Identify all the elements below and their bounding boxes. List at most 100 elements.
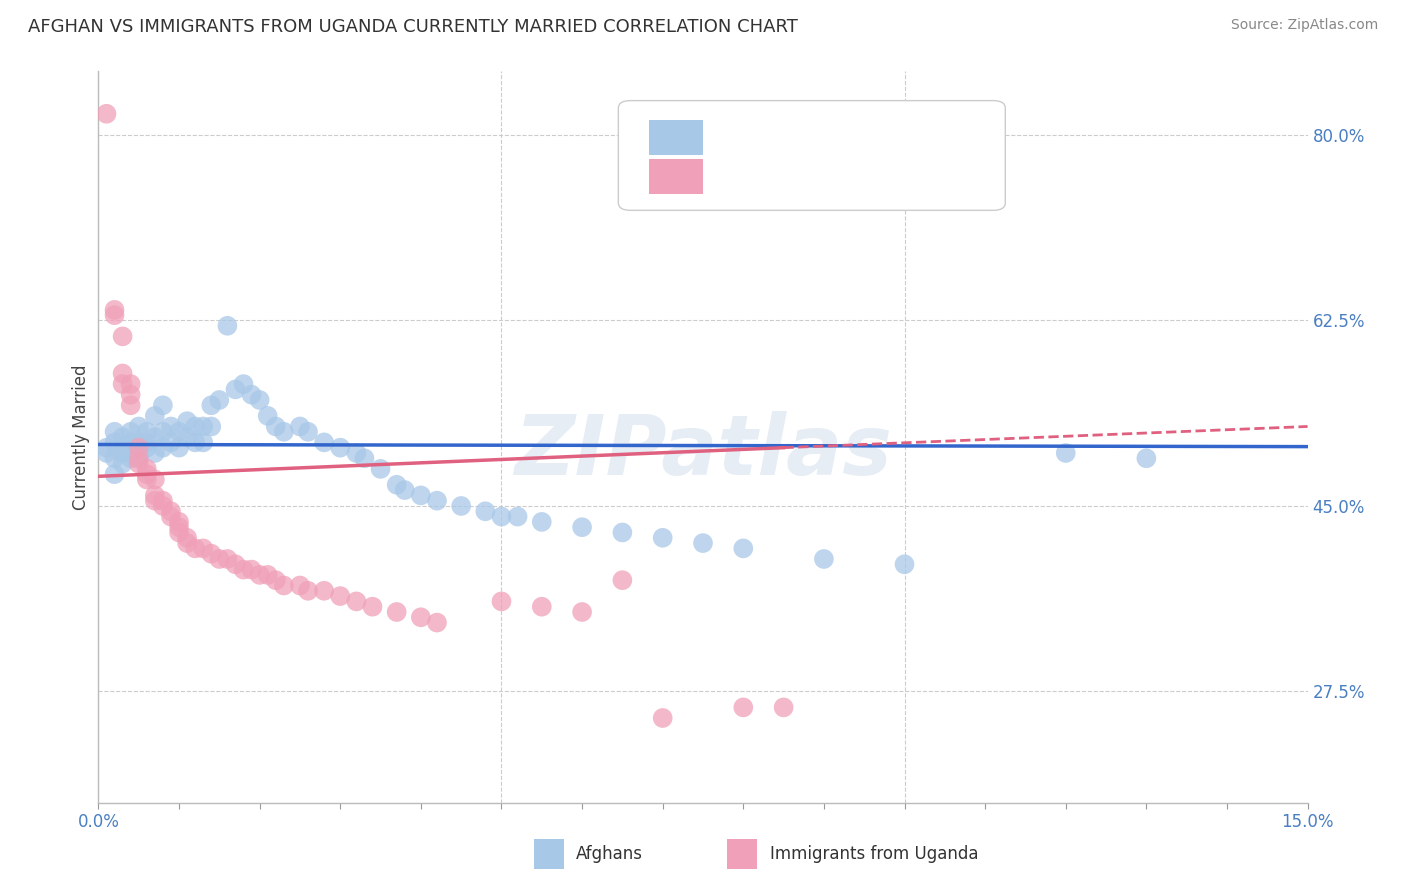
Point — [176, 430, 198, 444]
Point — [167, 441, 190, 455]
Point — [120, 377, 142, 392]
Point — [353, 451, 375, 466]
Point — [273, 425, 295, 439]
Point — [103, 435, 125, 450]
Point — [193, 419, 215, 434]
Point — [135, 435, 157, 450]
Point — [120, 398, 142, 412]
Point — [1054, 446, 1077, 460]
Point — [224, 383, 246, 397]
Point — [152, 493, 174, 508]
Point — [200, 419, 222, 434]
Point — [256, 567, 278, 582]
Point — [111, 446, 134, 460]
Point — [111, 430, 134, 444]
Point — [128, 441, 150, 455]
Point — [370, 462, 392, 476]
Point — [240, 563, 263, 577]
Point — [193, 435, 215, 450]
Point — [111, 457, 134, 471]
Point — [385, 605, 408, 619]
Point — [217, 552, 239, 566]
Point — [176, 536, 198, 550]
Point — [167, 520, 190, 534]
Point — [385, 477, 408, 491]
Point — [491, 509, 513, 524]
Point — [200, 547, 222, 561]
Point — [152, 499, 174, 513]
Point — [426, 615, 449, 630]
Point — [249, 392, 271, 407]
Point — [208, 392, 231, 407]
Point — [314, 583, 336, 598]
Point — [256, 409, 278, 423]
Point — [143, 473, 166, 487]
Point — [143, 409, 166, 423]
Point — [120, 425, 142, 439]
Point — [143, 446, 166, 460]
Point — [152, 425, 174, 439]
Point — [264, 419, 287, 434]
Point — [152, 398, 174, 412]
Point — [143, 430, 166, 444]
Point — [361, 599, 384, 614]
Point — [176, 414, 198, 428]
Point — [651, 531, 673, 545]
Point — [273, 578, 295, 592]
Point — [217, 318, 239, 333]
Point — [128, 435, 150, 450]
Point — [506, 509, 529, 524]
Point — [264, 573, 287, 587]
Point — [103, 451, 125, 466]
Text: Afghans: Afghans — [576, 845, 643, 863]
Point — [571, 520, 593, 534]
Point — [120, 446, 142, 460]
Point — [893, 558, 915, 572]
Point — [426, 493, 449, 508]
Point — [288, 578, 311, 592]
Point — [167, 425, 190, 439]
Point — [167, 525, 190, 540]
Point — [329, 441, 352, 455]
Point — [297, 583, 319, 598]
Point — [160, 504, 183, 518]
Point — [530, 515, 553, 529]
Point — [409, 610, 432, 624]
Point — [208, 552, 231, 566]
Point — [135, 441, 157, 455]
Point — [249, 567, 271, 582]
Text: AFGHAN VS IMMIGRANTS FROM UGANDA CURRENTLY MARRIED CORRELATION CHART: AFGHAN VS IMMIGRANTS FROM UGANDA CURRENT… — [28, 18, 799, 36]
Point — [128, 451, 150, 466]
Point — [733, 541, 755, 556]
Point — [160, 509, 183, 524]
Point — [176, 531, 198, 545]
Point — [344, 446, 367, 460]
Point — [184, 435, 207, 450]
Point — [120, 451, 142, 466]
Point — [240, 387, 263, 401]
Text: Source: ZipAtlas.com: Source: ZipAtlas.com — [1230, 18, 1378, 32]
Point — [103, 467, 125, 482]
Point — [143, 488, 166, 502]
Point — [120, 387, 142, 401]
Point — [152, 441, 174, 455]
Point — [474, 504, 496, 518]
Point — [297, 425, 319, 439]
Point — [103, 302, 125, 317]
Point — [450, 499, 472, 513]
Point — [612, 573, 634, 587]
Point — [530, 599, 553, 614]
Point — [491, 594, 513, 608]
Point — [394, 483, 416, 497]
Point — [103, 308, 125, 322]
Point — [288, 419, 311, 434]
Point — [128, 446, 150, 460]
Text: Immigrants from Uganda: Immigrants from Uganda — [769, 845, 979, 863]
Point — [733, 700, 755, 714]
Point — [200, 398, 222, 412]
Point — [167, 515, 190, 529]
Point — [692, 536, 714, 550]
Point — [1135, 451, 1157, 466]
Point — [135, 425, 157, 439]
Point — [111, 329, 134, 343]
